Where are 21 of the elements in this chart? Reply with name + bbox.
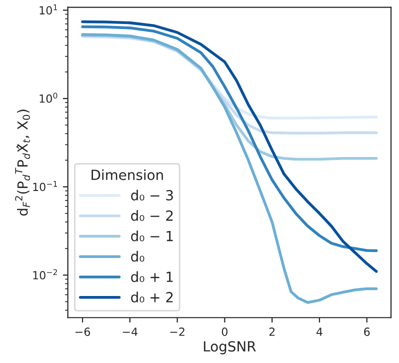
legend-label: d₀ − 1 (131, 230, 173, 242)
legend-label: d₀ + 1 (131, 271, 173, 282)
legend-label: d₀ (131, 250, 144, 262)
line-series (81, 33, 378, 304)
x-tick-label: −6 (76, 328, 90, 336)
x-tick-label: 4 (316, 328, 322, 336)
y-tick-label: 10$^{−1}$ (33, 181, 57, 192)
y-tick-label: 10$^{−2}$ (33, 269, 57, 280)
x-axis-title: LogSNR (204, 341, 256, 354)
x-tick-label: 2 (269, 328, 274, 336)
x-tick-label: 6 (364, 328, 370, 336)
legend-label: d₀ − 3 (131, 190, 173, 201)
x-tick-label: 0 (222, 328, 228, 336)
x-tick-label: −4 (122, 328, 138, 336)
x-tick-label: −2 (170, 328, 184, 336)
legend-label: d₀ − 2 (131, 210, 173, 221)
text: d$_{F}$$^{2}$(P$_{d}$$^{T}$P$_{d}$X̂$_{t}$, X$_{0}$) (15, 110, 30, 216)
y-tick-label: 10$^{0}$ (40, 92, 58, 103)
y-tick-label: 10$^{1}$ (40, 4, 58, 15)
legend-label: d₀ + 2 (131, 292, 173, 302)
legend-title: Dimension (92, 169, 163, 180)
